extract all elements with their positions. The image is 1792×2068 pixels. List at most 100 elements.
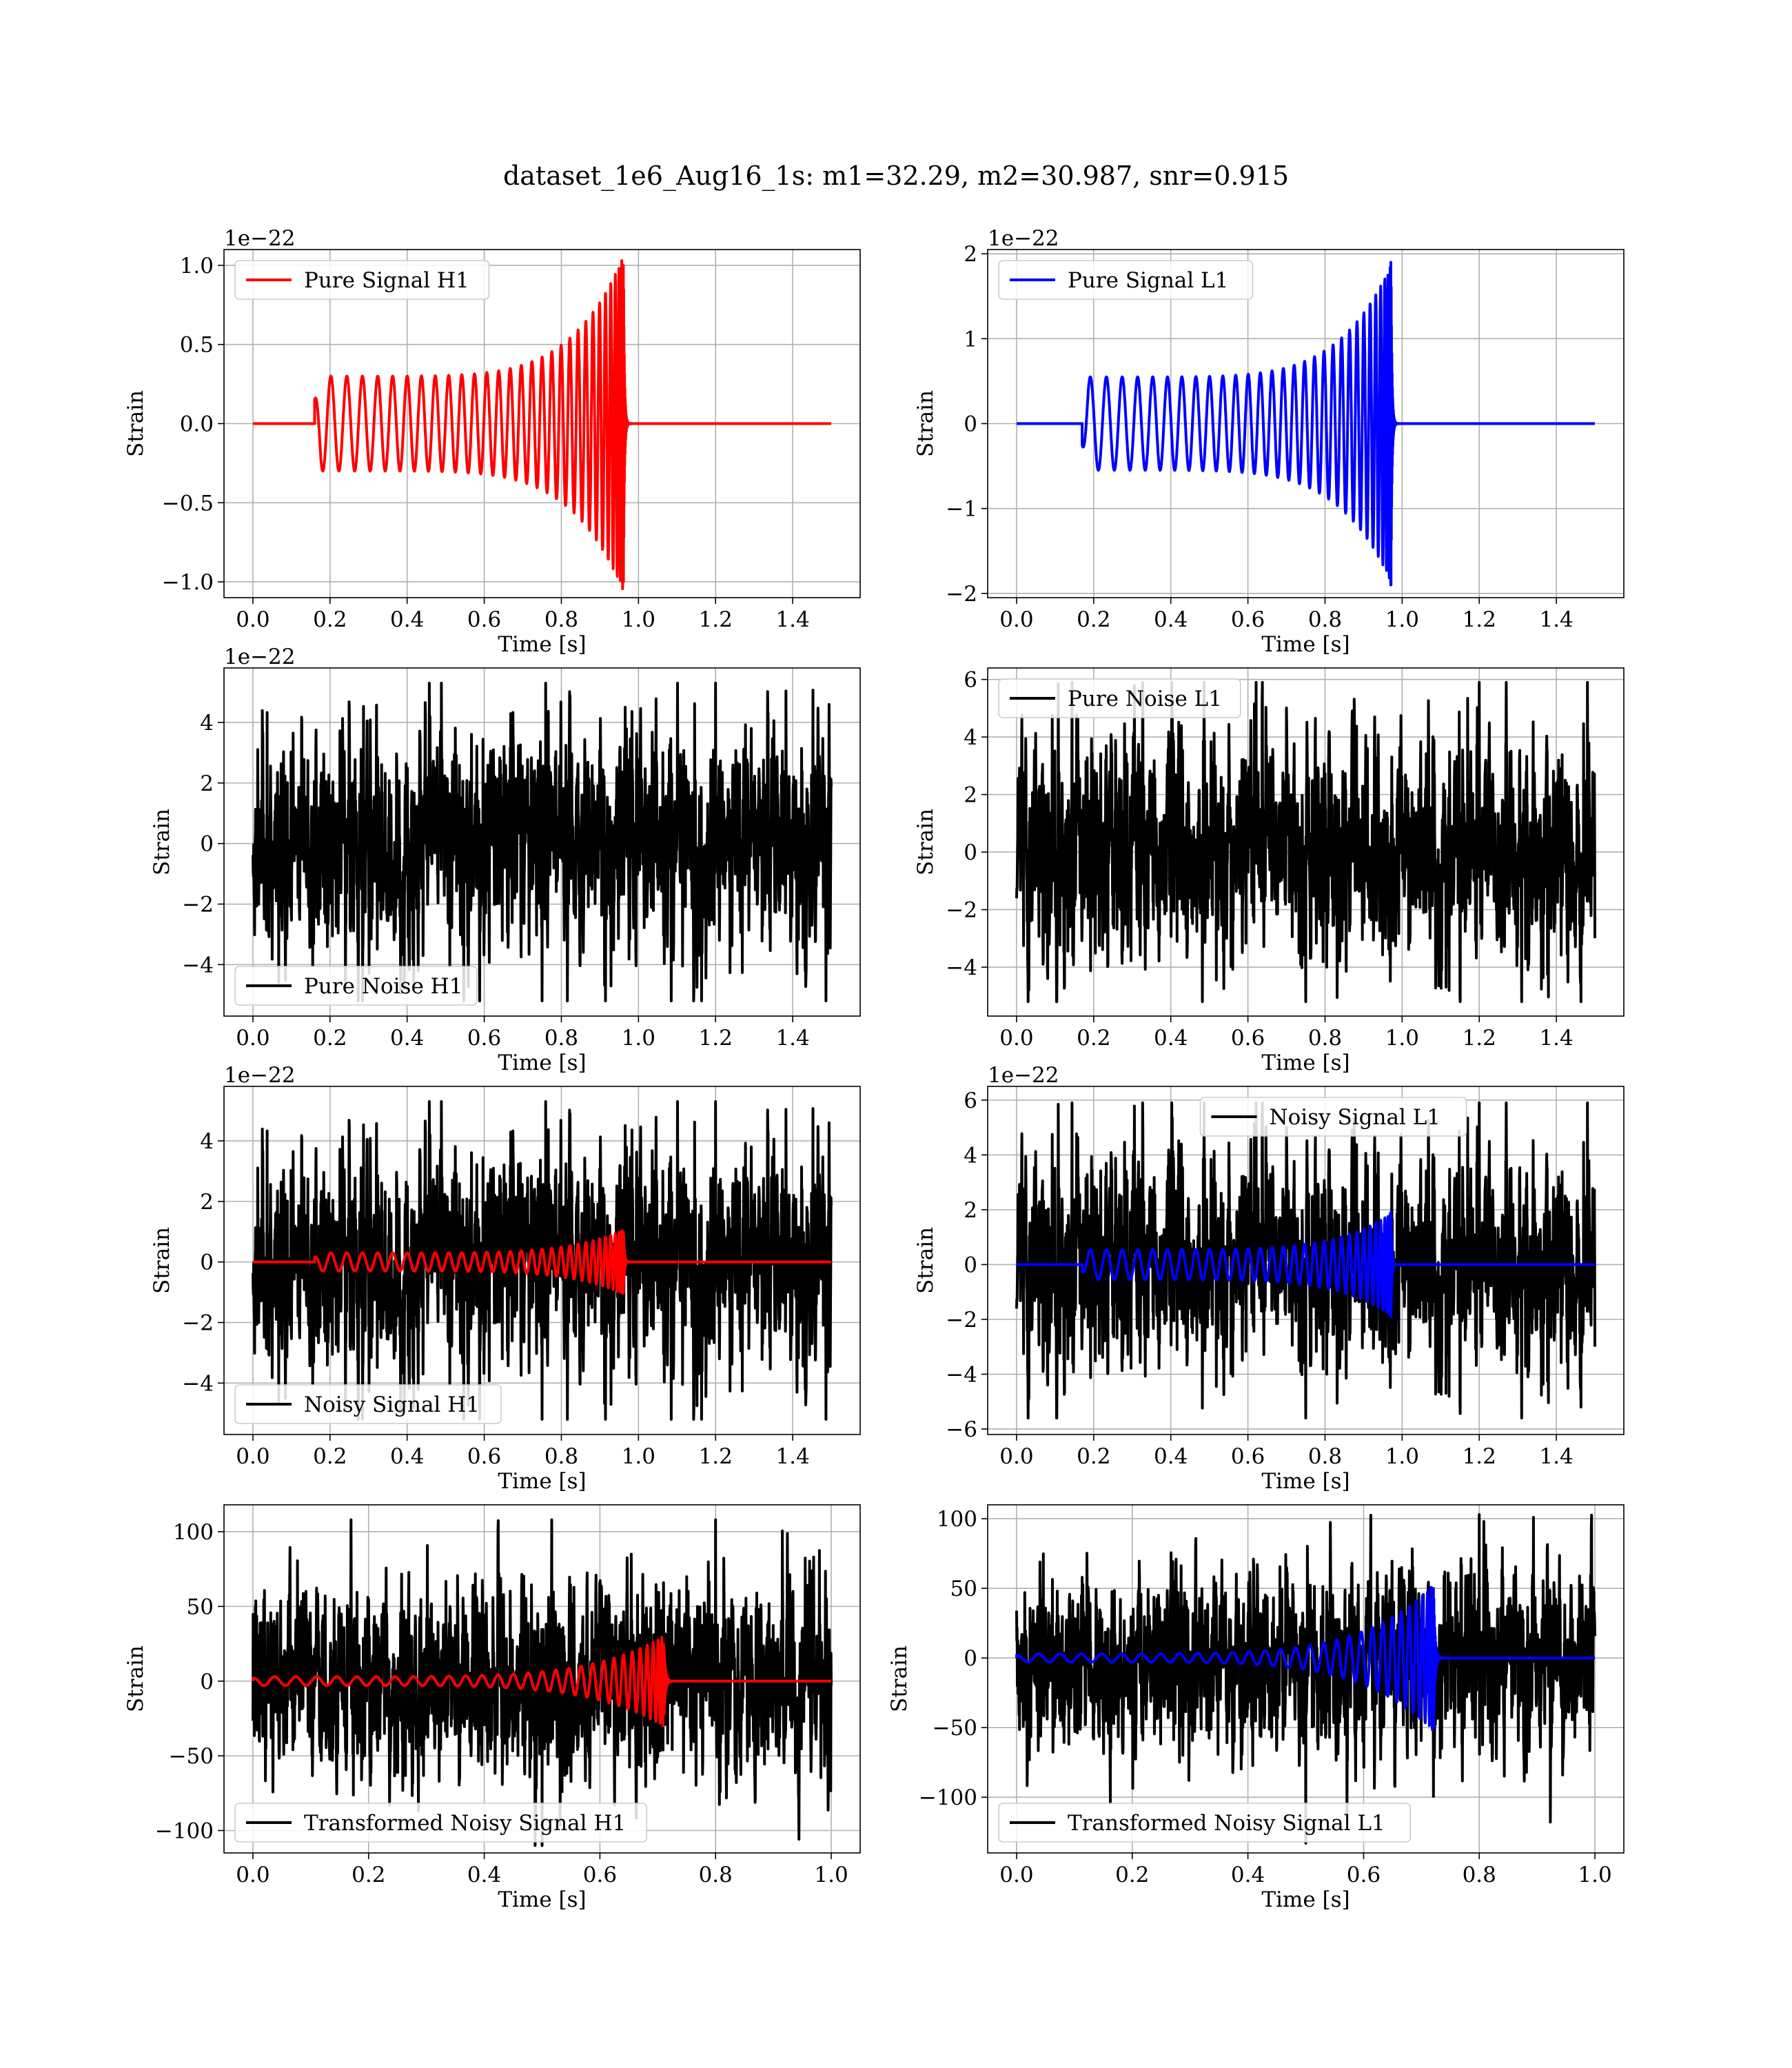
x-tick-label: 0.8 — [1308, 1026, 1342, 1051]
y-tick-label: 2 — [200, 1190, 214, 1215]
axes-frame — [223, 667, 861, 1017]
subplot-transformed-noisy-signal-h1: 0.0 0.2 0.4 0.6 0.8 1.0 −100 −50 0 50 100 Time [s] S… — [123, 1504, 861, 1912]
y-tick-label: −4 — [182, 1371, 214, 1396]
axis-offset-text: 1e−22 — [224, 226, 296, 251]
y-tick-label: −2 — [946, 898, 977, 923]
legend-label: Noisy Signal H1 — [304, 1392, 480, 1417]
x-tick-label: 1.2 — [1463, 1444, 1496, 1469]
x-axis-label: Time [s] — [1261, 632, 1350, 657]
x-axis-label: Time [s] — [498, 1469, 586, 1494]
x-tick-label: 1.2 — [1463, 1026, 1496, 1051]
legend-label: Pure Noise H1 — [304, 974, 462, 999]
series-line-noise — [252, 1100, 833, 1421]
subplot-transformed-noisy-signal-l1: 0.0 0.2 0.4 0.6 0.8 1.0 −100 −50 0 50 100 Time [s] S… — [887, 1504, 1625, 1912]
y-tick-label: −2 — [182, 1311, 214, 1336]
x-axis-label: Time [s] — [1261, 1051, 1350, 1075]
x-tick-label: 0.2 — [313, 607, 347, 632]
x-tick-label: 1.0 — [1385, 1026, 1419, 1051]
y-tick-label: 4 — [964, 1143, 977, 1168]
legend: Pure Signal L1 — [998, 260, 1254, 300]
y-tick-label: 0 — [964, 1646, 977, 1671]
y-tick-label: 4 — [200, 711, 214, 736]
x-tick-label: 1.0 — [622, 607, 655, 632]
y-tick-label: 6 — [964, 1088, 977, 1113]
series-line-signal — [253, 259, 831, 591]
series-line-noise — [252, 682, 833, 1002]
y-tick-label: 50 — [187, 1594, 214, 1619]
x-tick-label: 0.2 — [1077, 1444, 1110, 1469]
legend-box — [234, 260, 490, 300]
x-tick-label: 1.0 — [1385, 607, 1419, 632]
x-tick-label: 1.4 — [1539, 1026, 1573, 1051]
axes-frame — [987, 1086, 1625, 1435]
y-tick-label: 100 — [173, 1520, 214, 1545]
subplot-pure-signal-l1: 0.0 0.2 0.4 0.6 0.8 1.0 1.2 1.4 −2 −1 0 1 2 Time [s] S… — [913, 226, 1625, 657]
x-tick-label: 1.2 — [699, 1444, 733, 1469]
legend: Pure Noise L1 — [998, 678, 1241, 718]
legend-label: Noisy Signal L1 — [1270, 1105, 1441, 1130]
subplot-pure-noise-h1: 0.0 0.2 0.4 0.6 0.8 1.0 1.2 1.4 −4 −2 0 2 4 Time [s] S… — [150, 645, 861, 1075]
x-tick-label: 0.0 — [999, 1026, 1033, 1051]
x-tick-label: 0.4 — [1154, 607, 1188, 632]
y-tick-label: 0.5 — [180, 333, 214, 358]
y-tick-label: −50 — [933, 1716, 977, 1741]
x-tick-label: 1.0 — [1578, 1863, 1611, 1887]
subplot-noisy-signal-l1: 0.0 0.2 0.4 0.6 0.8 1.0 1.2 1.4 −6 −4 −2 0 2 4 6 Time [… — [913, 1063, 1625, 1494]
x-tick-label: 0.4 — [1231, 1863, 1265, 1887]
x-tick-label: 0.4 — [390, 1444, 424, 1469]
legend-label: Transformed Noisy Signal L1 — [1068, 1811, 1385, 1836]
x-tick-label: 0.8 — [544, 1026, 578, 1051]
y-axis-label: Strain — [913, 1227, 938, 1294]
x-tick-label: 1.0 — [622, 1026, 655, 1051]
x-tick-label: 1.4 — [1539, 607, 1573, 632]
x-tick-label: 0.2 — [1077, 1026, 1110, 1051]
y-tick-label: 0 — [200, 832, 214, 857]
x-tick-label: 0.6 — [467, 607, 501, 632]
y-tick-label: −1.0 — [162, 570, 214, 595]
subplot-pure-signal-h1: 0.0 0.2 0.4 0.6 0.8 1.0 1.2 1.4 −1.0 −0.5 0.0 0.5 1.… — [123, 226, 861, 657]
x-tick-label: 0.4 — [390, 607, 424, 632]
y-tick-label: −6 — [946, 1417, 977, 1442]
x-tick-label: 0.8 — [699, 1863, 733, 1887]
legend: Noisy Signal H1 — [234, 1384, 502, 1424]
y-tick-label: 1.0 — [180, 254, 214, 278]
legend-box — [998, 1803, 1412, 1843]
y-axis-label: Strain — [887, 1645, 912, 1712]
x-tick-label: 0.4 — [390, 1026, 424, 1051]
y-tick-label: 100 — [937, 1507, 977, 1532]
legend-box — [234, 1384, 502, 1424]
y-tick-label: 0 — [200, 1670, 214, 1694]
x-tick-label: 0.4 — [1154, 1026, 1188, 1051]
series-line-noise — [1015, 680, 1596, 1004]
subplot-pure-noise-l1: 0.0 0.2 0.4 0.6 0.8 1.0 1.2 1.4 −4 −2 0 2 4 6 Time [s]… — [913, 667, 1625, 1075]
x-axis-label: Time [s] — [498, 1887, 586, 1912]
x-tick-label: 1.2 — [1463, 607, 1496, 632]
x-tick-label: 1.4 — [775, 607, 809, 632]
x-axis-label: Time [s] — [498, 632, 586, 657]
y-tick-label: 50 — [950, 1577, 977, 1601]
series-line-signal — [1017, 261, 1595, 587]
x-tick-label: 0.2 — [1115, 1863, 1149, 1887]
series-line-noise — [1015, 1513, 1596, 1845]
y-tick-label: −4 — [182, 953, 214, 977]
subplot-noisy-signal-h1: 0.0 0.2 0.4 0.6 0.8 1.0 1.2 1.4 −4 −2 0 2 4 Time [s] S… — [150, 1063, 861, 1494]
x-tick-label: 0.2 — [313, 1444, 347, 1469]
y-tick-label: 0 — [964, 840, 977, 865]
axes-frame — [223, 1504, 861, 1854]
y-tick-label: 0 — [200, 1250, 214, 1275]
y-axis-label: Strain — [123, 1645, 148, 1712]
x-tick-label: 0.0 — [999, 607, 1033, 632]
x-tick-label: 0.6 — [1231, 1444, 1265, 1469]
legend: Noisy Signal L1 — [1199, 1097, 1467, 1137]
y-axis-label: Strain — [150, 1227, 174, 1294]
x-axis-label: Time [s] — [498, 1051, 586, 1075]
x-tick-label: 1.4 — [1539, 1444, 1573, 1469]
y-tick-label: −0.5 — [162, 491, 214, 516]
x-axis-label: Time [s] — [1261, 1887, 1350, 1912]
y-tick-label: −2 — [946, 582, 977, 607]
y-tick-label: −4 — [946, 955, 977, 980]
legend: Pure Noise H1 — [234, 966, 478, 1006]
axis-offset-text: 1e−22 — [224, 1063, 296, 1088]
x-tick-label: 1.0 — [622, 1444, 655, 1469]
x-tick-label: 0.8 — [544, 607, 578, 632]
